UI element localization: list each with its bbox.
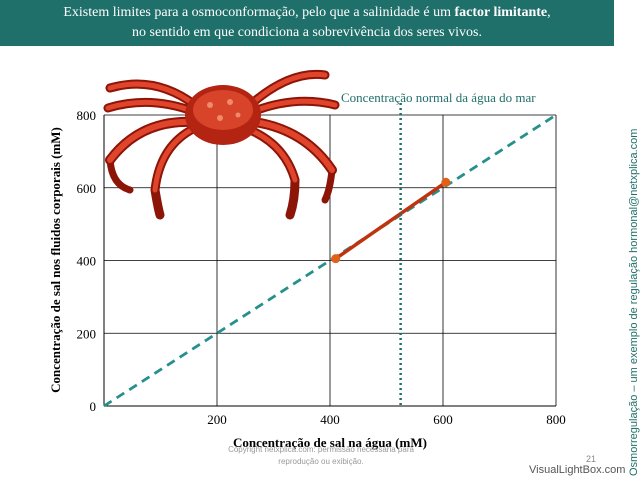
sidebar [616, 0, 640, 480]
y-axis-label: Concentração de sal nos fluidos corporai… [48, 127, 63, 393]
y-tick-label-200: 200 [77, 326, 97, 341]
x-tick-label-600: 600 [433, 412, 453, 427]
crab-tolerance-point-2 [441, 177, 451, 187]
crab-image [103, 69, 340, 220]
chart-ticks: 200 400 600 800 0 200 400 600 800 [77, 108, 566, 427]
slide-header: Existem limites para a osmoconformação, … [0, 0, 614, 46]
header-text-post: , [547, 5, 551, 20]
header-line-1: Existem limites para a osmoconformação, … [0, 3, 614, 23]
chart-axes [103, 115, 556, 407]
crab-tolerance-line [334, 180, 447, 261]
y-tick-label-0: 0 [90, 399, 97, 414]
x-tick-label-200: 200 [207, 412, 227, 427]
crab-tolerance-point-1 [331, 254, 341, 264]
x-axis-label: Concentração de sal na água (mM) [233, 435, 427, 450]
sidebar-vertical-text: Osmorregulação – um exemplo de regulação… [628, 128, 640, 476]
chart-series [103, 113, 557, 408]
x-tick-label-800: 800 [546, 412, 566, 427]
copyright-notice: Copyright netxplica.com: permissão neces… [228, 445, 414, 466]
y-tick-label-800: 800 [77, 108, 97, 123]
page-number: 21 [586, 454, 597, 464]
header-text-pre: Existem limites para a osmoconformação, … [63, 5, 455, 20]
y-tick-label-400: 400 [77, 254, 97, 269]
watermark-text: VisualLightBox.com [529, 464, 626, 476]
seawater-annotation: Concentração normal da água do mar [341, 90, 536, 105]
x-tick-label-400: 400 [320, 412, 340, 427]
header-text-bold: factor limitante [454, 5, 548, 20]
header-line-2: no sentido em que condiciona a sobrevivê… [132, 25, 482, 40]
y-tick-label-600: 600 [77, 181, 97, 196]
